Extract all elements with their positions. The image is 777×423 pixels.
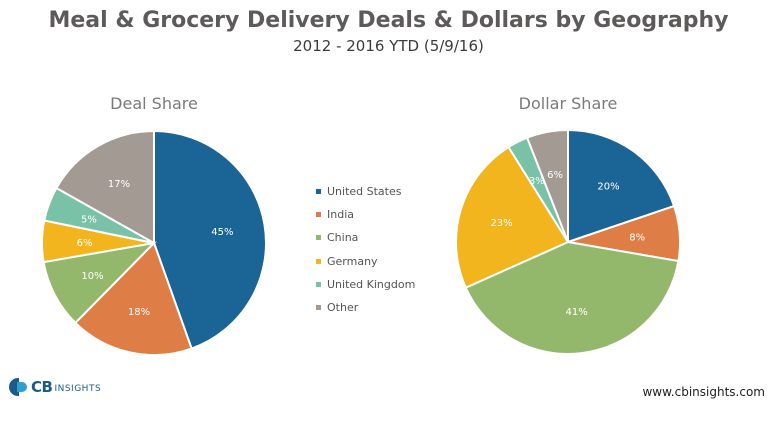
legend-swatch <box>316 281 321 287</box>
legend-swatch <box>316 258 321 264</box>
source-url: www.cbinsights.com <box>642 385 765 399</box>
slice-label: 6% <box>77 238 93 249</box>
pie-slice-india <box>74 241 193 356</box>
logo-cb-text: CB <box>31 378 53 396</box>
deal-share-title: Deal Share <box>110 94 198 113</box>
legend-item: Other <box>316 296 415 319</box>
chart-title: Meal & Grocery Delivery Deals & Dollars … <box>48 8 729 33</box>
legend-swatch <box>316 189 321 195</box>
logo-insights-text: INSIGHTS <box>54 383 102 394</box>
legend-label: India <box>327 208 354 222</box>
chart-subtitle: 2012 - 2016 YTD (5/9/16) <box>293 37 484 55</box>
legend-item: Germany <box>316 250 415 273</box>
slice-label: 5% <box>81 215 97 226</box>
pie-slice-other <box>55 129 155 245</box>
legend-label: Other <box>327 301 359 315</box>
legend-label: United States <box>327 185 402 199</box>
pie-slice-united-states <box>153 129 267 350</box>
pie-slice-china <box>464 240 680 355</box>
slice-label: 18% <box>128 307 150 318</box>
dollar-share-title: Dollar Share <box>518 94 618 113</box>
slice-label: 23% <box>490 218 512 229</box>
legend: United States India China Germany United… <box>316 180 415 319</box>
slice-label: 3% <box>529 176 545 187</box>
legend-item: United States <box>316 180 415 203</box>
slice-label: 41% <box>566 307 588 318</box>
slice-label: 20% <box>597 182 619 193</box>
legend-swatch <box>316 235 321 241</box>
legend-item: United Kingdom <box>316 273 415 296</box>
slice-label: 10% <box>81 271 103 282</box>
legend-label: Germany <box>327 254 378 268</box>
legend-label: China <box>327 231 359 245</box>
legend-swatch <box>316 212 321 218</box>
pie-slice-other <box>525 128 569 243</box>
slice-label: 6% <box>547 170 563 181</box>
legend-item: China <box>316 226 415 249</box>
cb-logo-icon <box>9 378 27 396</box>
pie-slice-germany <box>455 145 570 289</box>
slice-label: 45% <box>211 227 233 238</box>
slice-label: 17% <box>108 179 130 190</box>
legend-item: India <box>316 203 415 226</box>
legend-swatch <box>316 305 321 311</box>
cb-insights-logo: CB INSIGHTS <box>9 378 101 396</box>
legend-label: United Kingdom <box>327 277 416 291</box>
slice-label: 8% <box>629 233 645 244</box>
